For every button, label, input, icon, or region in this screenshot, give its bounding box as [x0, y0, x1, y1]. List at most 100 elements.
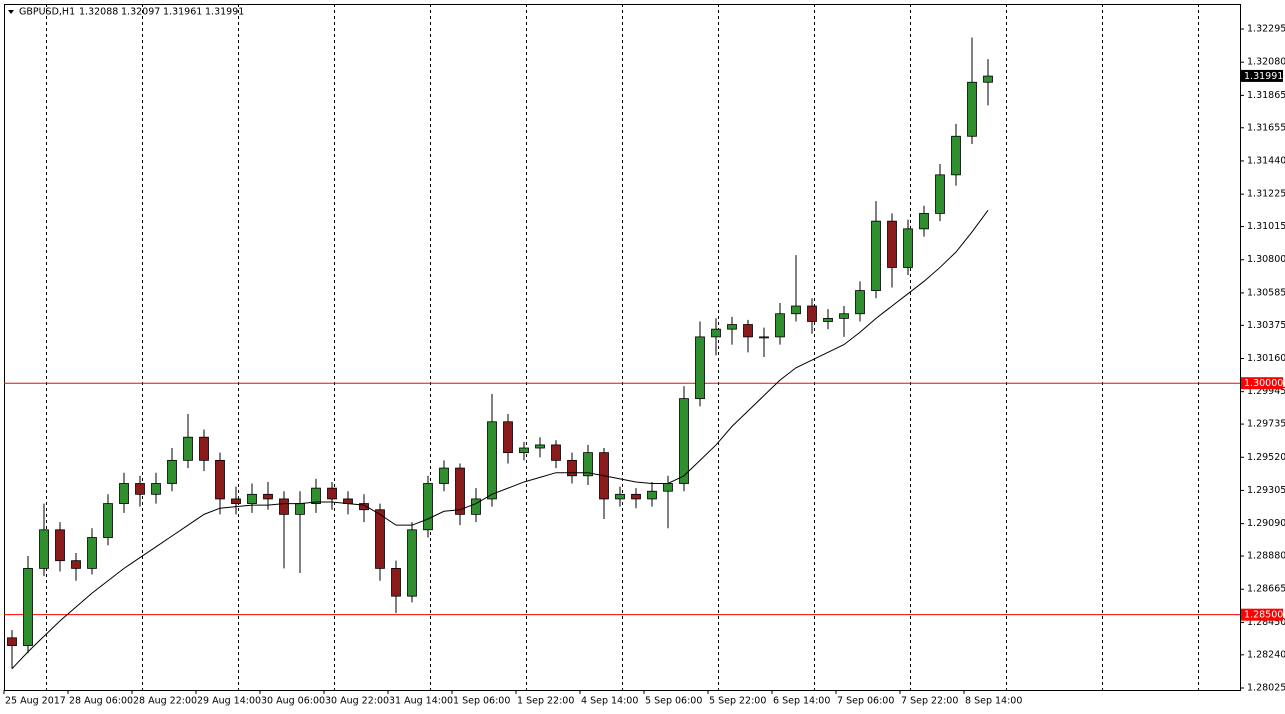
level-label: 1.30000: [1244, 378, 1283, 389]
y-tick-label: 1.32080: [1247, 57, 1285, 68]
x-tick-label: 28 Aug 22:00: [133, 696, 197, 707]
y-tick-label: 1.30800: [1247, 254, 1285, 265]
candle-body: [407, 529, 417, 597]
candle-body: [775, 313, 785, 338]
candle-body: [727, 324, 737, 330]
x-tick-label: 8 Sep 14:00: [965, 696, 1022, 707]
menu-arrow[interactable]: [8, 10, 14, 14]
candle-body: [487, 421, 497, 500]
candle-body: [327, 487, 337, 500]
candle-body: [871, 220, 881, 291]
candle-body: [551, 444, 561, 461]
candle-body: [967, 81, 977, 137]
y-tick-label: 1.31655: [1247, 122, 1285, 133]
x-tick-label: 7 Sep 06:00: [837, 696, 894, 707]
candle-body: [807, 305, 817, 322]
level-tag: [1241, 608, 1283, 621]
y-tick-label: 1.32295: [1247, 24, 1285, 35]
y-tick-label: 1.31865: [1247, 90, 1285, 101]
x-tick-label: 6 Sep 14:00: [773, 696, 830, 707]
x-tick-label: 5 Sep 22:00: [709, 696, 766, 707]
y-tick-label: 1.31225: [1247, 189, 1285, 200]
candle-body: [183, 436, 193, 461]
y-tick-label: 1.29520: [1247, 452, 1285, 463]
candle-body: [711, 328, 721, 338]
y-tick-label: 1.28450: [1247, 617, 1285, 628]
y-tick-label: 1.28025: [1247, 682, 1285, 693]
candle-body: [903, 228, 913, 268]
candle-body: [311, 487, 321, 504]
candle-body: [663, 483, 673, 492]
candle-body: [263, 493, 273, 500]
y-tick-label: 1.30375: [1247, 320, 1285, 331]
candle-body: [823, 317, 833, 322]
candle-body: [695, 336, 705, 400]
candle-body: [471, 498, 481, 515]
candle-body: [647, 490, 657, 500]
candle-body: [887, 220, 897, 268]
candle-body: [7, 637, 17, 646]
y-tick-label: 1.29945: [1247, 386, 1285, 397]
candle-body: [119, 483, 129, 504]
price-tag: [1241, 69, 1283, 82]
y-tick-label: 1.28240: [1247, 649, 1285, 660]
candle-body: [855, 290, 865, 315]
candle-body: [983, 75, 993, 83]
y-tick-label: 1.29305: [1247, 485, 1285, 496]
x-tick-label: 7 Sep 22:00: [901, 696, 958, 707]
x-tick-label: 25 Aug 2017: [5, 696, 66, 707]
candle-body: [247, 493, 257, 504]
header-value: 1.32097: [121, 7, 160, 18]
candle-body: [391, 567, 401, 597]
candle-body: [583, 452, 593, 477]
candle-body: [231, 498, 241, 504]
candle-body: [679, 398, 689, 484]
y-tick-label: 1.31440: [1247, 155, 1285, 166]
candle-body: [759, 336, 769, 339]
candle-body: [439, 467, 449, 484]
candle-body: [215, 459, 225, 500]
y-tick-label: 1.30160: [1247, 353, 1285, 364]
candle-body: [631, 493, 641, 500]
y-tick-label: 1.29735: [1247, 419, 1285, 430]
candle-body: [71, 560, 81, 569]
candle-body: [935, 174, 945, 214]
x-tick-label: 29 Aug 14:00: [197, 696, 261, 707]
y-tick-label: 1.28665: [1247, 584, 1285, 595]
y-tick-label: 1.30585: [1247, 287, 1285, 298]
candle-body: [951, 135, 961, 176]
candle-body: [199, 436, 209, 461]
candle-body: [279, 498, 289, 515]
candle-body: [791, 305, 801, 315]
candle-body: [103, 503, 113, 538]
candle-body: [39, 529, 49, 569]
candle-body: [295, 503, 305, 515]
x-tick-label: 4 Sep 14:00: [581, 696, 638, 707]
x-tick-label: 30 Aug 22:00: [325, 696, 389, 707]
header-value: 1.31961: [163, 7, 202, 18]
candle-body: [359, 503, 369, 511]
x-tick-label: 31 Aug 14:00: [389, 696, 453, 707]
candle-body: [919, 213, 929, 230]
chart-title: GBPUSD,H1: [19, 7, 75, 18]
level-label: 1.28500: [1244, 610, 1283, 621]
header-value: 1.31991: [205, 7, 244, 18]
candle-body: [151, 483, 161, 495]
candle-body: [519, 447, 529, 454]
x-tick-label: 1 Sep 22:00: [517, 696, 574, 707]
x-tick-label: 30 Aug 06:00: [261, 696, 325, 707]
candle-body: [567, 459, 577, 477]
candle-body: [743, 324, 753, 338]
candle-body: [375, 509, 385, 569]
moving-average: [11, 210, 989, 670]
candle-body: [87, 537, 97, 569]
candle-body: [615, 493, 625, 500]
x-tick-label: 1 Sep 06:00: [453, 696, 510, 707]
candle-body: [503, 421, 513, 454]
candle-body: [423, 483, 433, 531]
y-tick-label: 1.28880: [1247, 551, 1285, 562]
candle-body: [535, 444, 545, 449]
candle-body: [55, 529, 65, 562]
x-tick-label: 28 Aug 06:00: [69, 696, 133, 707]
